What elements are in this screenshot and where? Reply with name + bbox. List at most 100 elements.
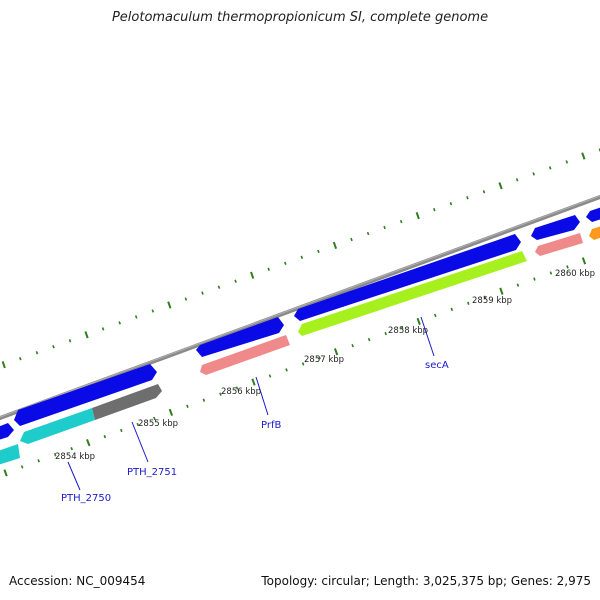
genome-summary-text: Topology: circular; Length: 3,025,375 bp… — [261, 574, 591, 588]
scale-tick — [184, 297, 188, 301]
gene-arrow-blue[interactable] — [586, 206, 600, 222]
scale-tick — [317, 249, 320, 254]
kbp-label: 2858 kbp — [388, 326, 428, 336]
scale-tick — [300, 255, 304, 260]
scale-tick — [516, 283, 520, 287]
scale-tick — [201, 291, 204, 295]
scale-tick — [234, 279, 237, 283]
scale-tick — [581, 257, 587, 265]
scale-tick — [68, 339, 72, 343]
scale-tick — [250, 271, 255, 279]
kbp-scale-labels: 2854 kbp 2855 kbp 2856 kbp 2857 kbp 2858… — [55, 269, 595, 462]
scale-tick — [118, 321, 121, 325]
scale-tick — [103, 434, 107, 439]
scale-tick — [301, 362, 305, 366]
scale-tick — [134, 315, 138, 319]
scale-tick — [366, 231, 370, 236]
gene-orange[interactable] — [589, 225, 600, 240]
scale-tick — [399, 219, 403, 224]
scale-tick — [86, 439, 91, 447]
gene-arrow-blue[interactable] — [196, 317, 284, 357]
kbp-label: 2856 kbp — [221, 387, 261, 397]
scale-tick — [533, 277, 536, 281]
scale-tick — [433, 207, 436, 212]
scale-tick — [52, 345, 55, 349]
scale-tick — [498, 182, 503, 190]
scale-tick — [53, 453, 57, 457]
kbp-label: 2854 kbp — [55, 452, 95, 462]
gene-PTH_2750-cyan[interactable] — [0, 444, 20, 466]
reverse-genes — [0, 225, 600, 466]
scale-tick — [1, 361, 6, 369]
scale-tick — [384, 331, 387, 336]
genome-backbone-highlight — [0, 195, 600, 418]
gene-name-labels: PTH_2750 PTH_2751 PrfB secA — [61, 360, 449, 504]
forward-genes — [0, 206, 600, 441]
scale-tick — [466, 196, 469, 200]
gene-salmon-2[interactable] — [535, 233, 583, 256]
gene-label-leaders — [67, 316, 435, 491]
scale-tick — [467, 301, 470, 305]
gene-arrow-blue[interactable] — [531, 215, 580, 240]
gene-PrfB-salmon[interactable] — [200, 335, 290, 375]
scale-tick — [285, 368, 288, 372]
kbp-label: 2860 kbp — [555, 269, 595, 279]
gene-arrow-blue[interactable] — [0, 423, 14, 441]
scale-tick — [416, 317, 421, 326]
scale-tick — [433, 313, 437, 318]
scale-tick — [186, 404, 189, 408]
scale-tick — [565, 160, 569, 164]
scale-tick — [450, 307, 454, 312]
kbp-label: 2855 kbp — [138, 419, 178, 429]
gene-label-PrfB[interactable]: PrfB — [261, 420, 281, 431]
scale-tick — [548, 166, 552, 170]
gene-label-PTH_2751[interactable]: PTH_2751 — [127, 467, 177, 478]
gene-label-secA[interactable]: secA — [425, 360, 449, 371]
scale-tick — [367, 337, 371, 342]
scale-tick — [120, 428, 123, 433]
gene-arrow-blue[interactable] — [294, 234, 521, 321]
scale-tick — [3, 469, 8, 477]
scale-tick — [581, 152, 586, 160]
scale-tick — [284, 261, 287, 265]
scale-tick — [84, 331, 89, 339]
scale-tick — [332, 241, 338, 250]
scale-tick — [333, 348, 339, 356]
scale-tick — [267, 267, 270, 271]
scale-tick — [101, 327, 105, 331]
scale-tick — [37, 459, 40, 463]
kbp-label: 2859 kbp — [472, 296, 512, 306]
gene-secA-lime[interactable] — [298, 251, 527, 336]
scale-tick — [219, 392, 222, 396]
gene-PTH_2750-cyan-main[interactable] — [20, 408, 95, 444]
scale-tick — [153, 416, 156, 421]
scale-tick — [499, 287, 504, 295]
scale-tick — [318, 356, 321, 360]
scale-tick — [167, 301, 172, 309]
scale-tick — [168, 408, 174, 416]
gene-label-PTH_2750[interactable]: PTH_2750 — [61, 493, 111, 504]
scale-tick — [251, 378, 256, 386]
scale-tick — [566, 265, 569, 269]
scale-tick — [532, 172, 535, 176]
accession-text: Accession: NC_009454 — [9, 574, 146, 588]
scale-tick — [400, 325, 404, 330]
kbp-label: 2857 kbp — [304, 355, 344, 365]
scale-tick — [350, 237, 353, 242]
scale-tick — [449, 202, 453, 206]
scale-tick — [217, 285, 221, 289]
gene-arrow-blue[interactable] — [14, 364, 157, 426]
scale-tick — [549, 271, 553, 275]
scale-tick — [415, 211, 420, 220]
scale-tick — [151, 309, 155, 313]
scale-tick — [268, 374, 272, 378]
scale-tick — [19, 357, 22, 361]
scale-tick — [515, 178, 519, 182]
gene-PTH_2751-gray[interactable] — [92, 384, 162, 420]
scale-tick — [20, 465, 24, 469]
scale-tick — [482, 190, 486, 194]
genome-title: Pelotomaculum thermopropionicum SI, comp… — [111, 10, 489, 25]
scale-tick — [351, 344, 354, 348]
scale-tick — [202, 398, 206, 402]
